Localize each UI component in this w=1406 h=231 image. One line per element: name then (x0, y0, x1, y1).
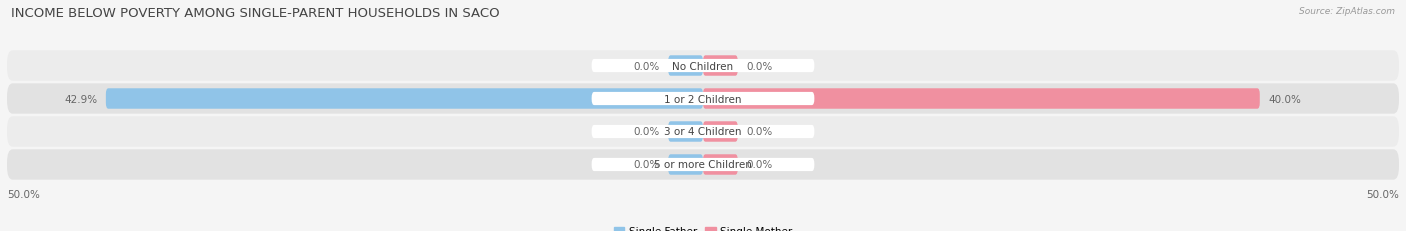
FancyBboxPatch shape (668, 155, 703, 175)
FancyBboxPatch shape (7, 150, 1399, 180)
Text: No Children: No Children (672, 61, 734, 71)
FancyBboxPatch shape (592, 92, 814, 106)
FancyBboxPatch shape (7, 84, 1399, 114)
FancyBboxPatch shape (592, 60, 814, 73)
Text: 0.0%: 0.0% (634, 61, 659, 71)
Legend: Single Father, Single Mother: Single Father, Single Mother (610, 222, 796, 231)
Text: 0.0%: 0.0% (747, 127, 772, 137)
Text: 0.0%: 0.0% (634, 127, 659, 137)
FancyBboxPatch shape (703, 155, 738, 175)
FancyBboxPatch shape (668, 56, 703, 76)
Text: 40.0%: 40.0% (1268, 94, 1301, 104)
Text: 5 or more Children: 5 or more Children (654, 160, 752, 170)
FancyBboxPatch shape (592, 158, 814, 171)
Text: 50.0%: 50.0% (1367, 189, 1399, 199)
FancyBboxPatch shape (592, 125, 814, 139)
Text: Source: ZipAtlas.com: Source: ZipAtlas.com (1299, 7, 1395, 16)
Text: 0.0%: 0.0% (747, 61, 772, 71)
Text: 0.0%: 0.0% (747, 160, 772, 170)
Text: 0.0%: 0.0% (634, 160, 659, 170)
Text: 42.9%: 42.9% (65, 94, 97, 104)
Text: 3 or 4 Children: 3 or 4 Children (664, 127, 742, 137)
FancyBboxPatch shape (703, 122, 738, 142)
Text: 1 or 2 Children: 1 or 2 Children (664, 94, 742, 104)
FancyBboxPatch shape (668, 122, 703, 142)
FancyBboxPatch shape (703, 56, 738, 76)
Text: INCOME BELOW POVERTY AMONG SINGLE-PARENT HOUSEHOLDS IN SACO: INCOME BELOW POVERTY AMONG SINGLE-PARENT… (11, 7, 501, 20)
Text: 50.0%: 50.0% (7, 189, 39, 199)
FancyBboxPatch shape (105, 89, 703, 109)
FancyBboxPatch shape (7, 51, 1399, 81)
FancyBboxPatch shape (7, 117, 1399, 147)
FancyBboxPatch shape (703, 89, 1260, 109)
